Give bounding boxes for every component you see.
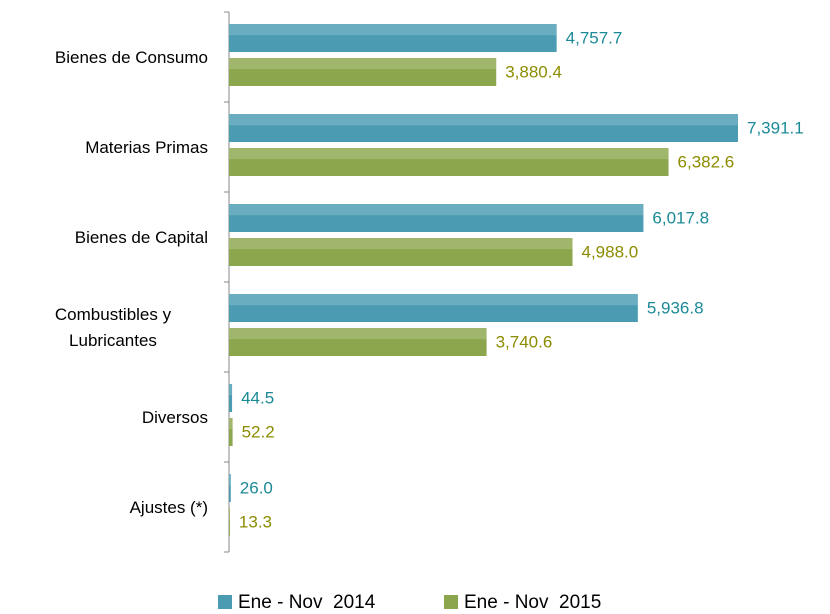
- value-label: 3,740.6: [496, 332, 553, 351]
- bar-highlight: [229, 508, 230, 520]
- value-label: 26.0: [240, 478, 273, 497]
- bar: [229, 58, 497, 86]
- bar: [229, 114, 738, 142]
- bar-highlight: [229, 328, 487, 340]
- bar: [229, 328, 487, 356]
- category-label-box: Bienes de Capital: [0, 225, 208, 251]
- legend-label: Ene - Nov 2015: [464, 592, 601, 613]
- category-label-box: Ajustes (*): [0, 495, 208, 521]
- value-label: 13.3: [239, 512, 272, 531]
- value-label: 3,880.4: [505, 62, 562, 81]
- bar: [229, 384, 233, 412]
- value-label: 4,757.7: [566, 28, 623, 47]
- bar: [229, 238, 573, 266]
- legend-swatch: [218, 595, 232, 609]
- legend-swatch: [444, 595, 458, 609]
- bar: [229, 204, 644, 232]
- y-tick-label: Materias Primas: [85, 138, 208, 157]
- y-tick-label: Combustibles y Lubricantes: [54, 305, 172, 350]
- y-tick-label: Bienes de Consumo: [54, 48, 208, 67]
- bar-highlight: [229, 418, 233, 430]
- bar-highlight: [229, 114, 738, 126]
- bar: [229, 24, 557, 52]
- bar-highlight: [229, 58, 497, 70]
- y-tick-label: Diversos: [141, 408, 208, 427]
- value-label: 6,017.8: [652, 208, 709, 227]
- legend-label: Ene - Nov 2014: [238, 592, 376, 613]
- bar-highlight: [229, 384, 233, 396]
- bar: [229, 294, 638, 322]
- bar-highlight: [229, 238, 573, 250]
- bar-highlight: [229, 474, 231, 486]
- category-label-box: Combustibles y Lubricantes: [0, 302, 208, 354]
- bar: [229, 474, 231, 502]
- bar-highlight: [229, 24, 557, 36]
- bar: [229, 508, 230, 536]
- bar-highlight: [229, 204, 644, 216]
- bar: [229, 148, 669, 176]
- value-label: 7,391.1: [747, 118, 804, 137]
- category-label-box: Bienes de Consumo: [0, 45, 208, 71]
- bar-highlight: [229, 294, 638, 306]
- y-tick-label: Ajustes (*): [129, 498, 208, 517]
- bar-highlight: [229, 148, 669, 160]
- category-label-box: Materias Primas: [0, 135, 208, 161]
- value-label: 4,988.0: [582, 242, 639, 261]
- value-label: 6,382.6: [678, 152, 735, 171]
- bar: [229, 418, 233, 446]
- value-label: 44.5: [241, 388, 274, 407]
- y-tick-label: Bienes de Capital: [74, 228, 208, 247]
- category-label-box: Diversos: [0, 405, 208, 431]
- value-label: 5,936.8: [647, 298, 704, 317]
- value-label: 52.2: [242, 422, 275, 441]
